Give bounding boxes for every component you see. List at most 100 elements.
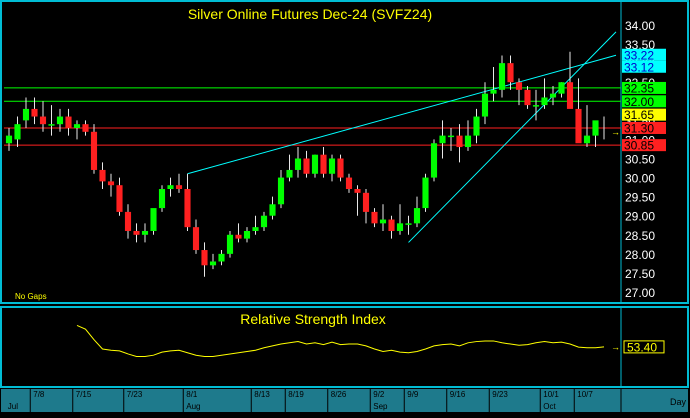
candle <box>388 215 395 239</box>
price-label: 32.35 <box>622 81 666 95</box>
rsi-marker: → <box>611 342 620 352</box>
candle <box>277 169 285 209</box>
candle-body <box>549 93 557 98</box>
candle-body <box>430 143 438 178</box>
candle <box>116 177 123 216</box>
candle-body <box>124 211 132 231</box>
rsi-line <box>76 324 605 357</box>
candle <box>48 105 55 136</box>
candle-body <box>175 185 183 190</box>
x-tick-label: 8/13 <box>254 390 270 399</box>
candle <box>141 223 149 243</box>
candle-body <box>541 97 548 106</box>
candle <box>473 108 480 144</box>
period-label: Day <box>670 397 687 407</box>
candle <box>371 208 378 228</box>
candle-body <box>498 63 506 90</box>
candle-body <box>481 93 489 117</box>
x-tick-label: 8/1 <box>186 390 198 399</box>
candle <box>124 204 132 239</box>
candle <box>5 127 13 151</box>
y-tick-label: 30.50 <box>625 153 655 167</box>
candle <box>235 223 242 243</box>
chart-title: Silver Online Futures Dec-24 (SVFZ24) <box>188 6 432 22</box>
candle-body <box>5 135 13 144</box>
candle <box>345 173 353 193</box>
candle-body <box>141 230 149 235</box>
x-tick-label: 9/2 <box>373 390 385 399</box>
y-tick-label: 33.50 <box>625 38 655 52</box>
candle <box>447 127 455 151</box>
candle-body <box>558 82 565 94</box>
candle-body <box>379 219 387 224</box>
price-label-bg <box>622 48 666 61</box>
candle-body <box>422 177 429 209</box>
candle <box>311 154 319 178</box>
candle-body <box>167 185 174 190</box>
candle-body <box>413 208 421 224</box>
candle-body <box>39 116 47 125</box>
candle <box>99 162 106 190</box>
x-tick-label: 10/1 <box>543 390 559 399</box>
candle <box>524 86 531 109</box>
candle-body <box>447 135 455 138</box>
candle-body <box>218 253 225 262</box>
candle <box>65 108 72 136</box>
candle <box>328 154 336 182</box>
candle <box>362 189 370 224</box>
candle-body <box>439 135 446 144</box>
y-tick-label: 27.00 <box>625 286 655 300</box>
candle-body <box>303 158 310 174</box>
candle-body <box>388 219 395 231</box>
candle-body <box>235 234 242 239</box>
candle-body <box>328 158 336 174</box>
candle <box>192 219 200 254</box>
price-label-bg <box>622 121 666 134</box>
candle <box>269 196 276 220</box>
candle-body <box>532 105 540 107</box>
candle <box>490 66 497 102</box>
candle <box>56 108 64 132</box>
candle-body <box>405 223 412 225</box>
candle <box>558 82 565 98</box>
price-label-text: 32.35 <box>624 81 654 95</box>
candle <box>405 215 412 235</box>
candle-body <box>524 89 531 106</box>
candle <box>515 78 523 106</box>
candle <box>14 116 21 148</box>
y-tick-label: 34.00 <box>625 19 655 33</box>
candle <box>396 204 404 235</box>
rsi-title: Relative Strength Index <box>240 311 386 327</box>
y-tick-label: 29.50 <box>625 191 655 205</box>
candle-body <box>473 116 480 136</box>
price-label-text: 32.00 <box>624 95 654 109</box>
y-tick-label: 27.50 <box>625 267 655 281</box>
candle-body <box>345 177 353 190</box>
price-label-bg <box>622 108 666 121</box>
candle <box>218 250 225 266</box>
candle-body <box>396 223 404 231</box>
candle <box>39 101 47 132</box>
price-label: 30.85 <box>622 139 666 153</box>
x-tick-label: 9/23 <box>492 390 508 399</box>
candle <box>226 230 234 258</box>
candle-body <box>294 158 302 170</box>
candle <box>150 208 157 235</box>
candle-body <box>490 89 497 94</box>
trendline <box>187 54 617 175</box>
candle <box>294 147 302 178</box>
month-label: Sep <box>373 402 388 411</box>
candle-body <box>65 116 72 128</box>
candle-body <box>269 204 276 216</box>
candle <box>320 147 327 178</box>
candle-body <box>320 154 327 174</box>
candle-body <box>362 192 370 212</box>
candle <box>90 124 98 174</box>
candle <box>566 51 574 109</box>
y-tick-label: 29.00 <box>625 210 655 224</box>
candle <box>583 105 591 148</box>
y-tick-label: 30.00 <box>625 172 655 186</box>
